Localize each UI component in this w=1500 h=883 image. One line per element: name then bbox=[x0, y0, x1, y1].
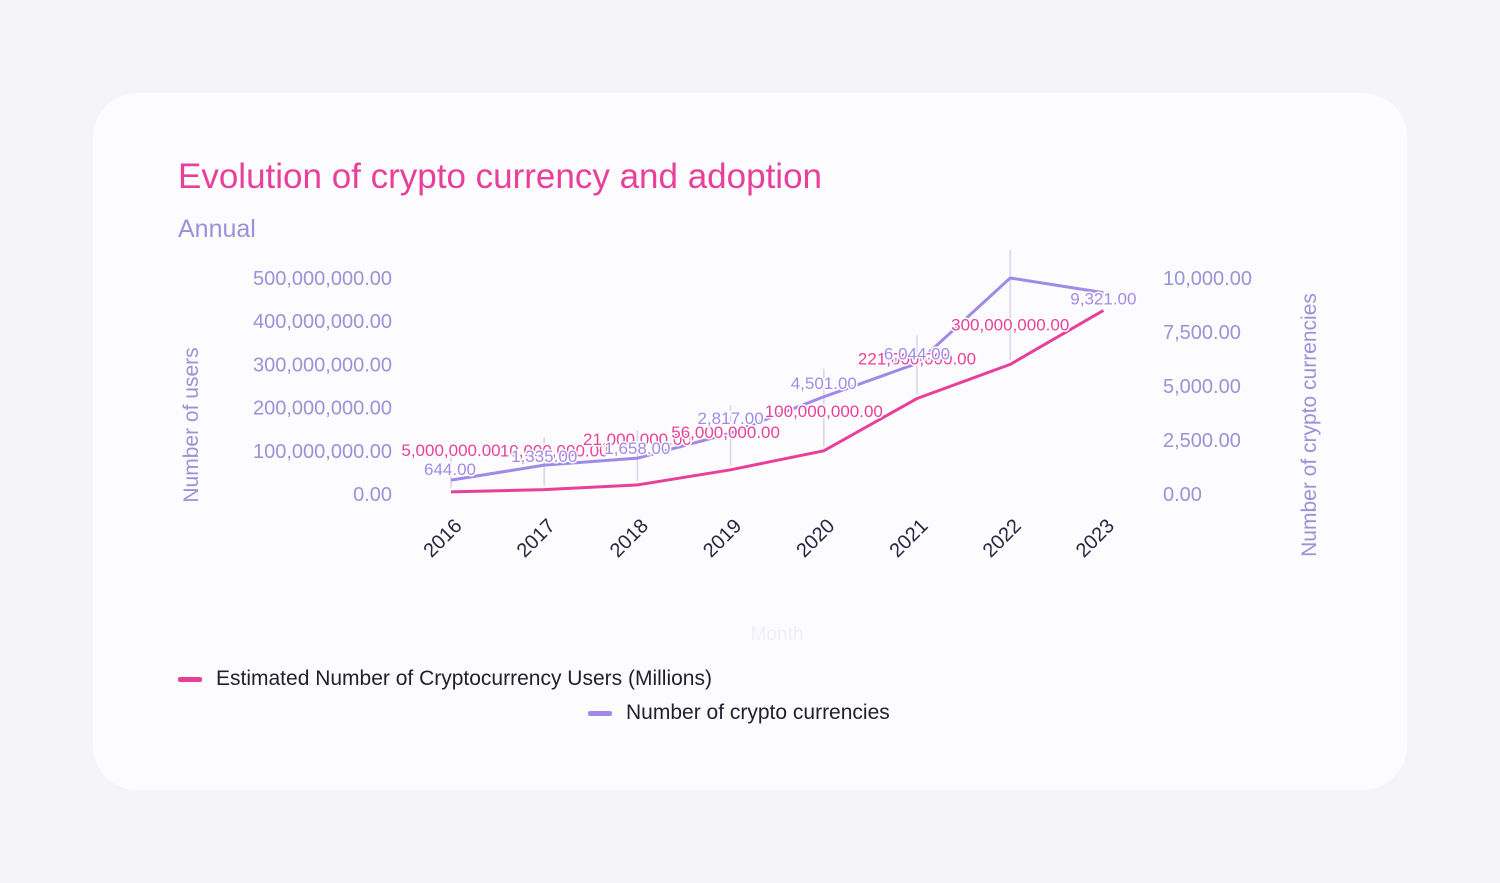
x-tick-label: 2023 bbox=[1072, 515, 1119, 562]
data-label-users: 10,000,000.00 bbox=[500, 442, 609, 461]
y-right-tick-label: 5,000.00 bbox=[1163, 376, 1241, 398]
series-line-users bbox=[450, 309, 1105, 494]
x-tick-label: 2020 bbox=[792, 515, 839, 562]
y-left-tick-label: 0.00 bbox=[353, 484, 392, 506]
y-right-tick-label: 7,500.00 bbox=[1163, 322, 1241, 344]
data-label-users: 100,000,000.00 bbox=[765, 402, 883, 421]
chart-title: Evolution of crypto currency and adoptio… bbox=[178, 157, 822, 196]
x-tick-label: 2018 bbox=[606, 515, 653, 562]
y-left-tick-label: 300,000,000.00 bbox=[253, 354, 392, 376]
chart-subtitle: Annual bbox=[178, 215, 256, 243]
y-right-tick-label: 10,000.00 bbox=[1163, 268, 1252, 290]
data-label-currencies: 1,335.00 bbox=[511, 447, 577, 466]
y-left-tick-label: 500,000,000.00 bbox=[253, 268, 392, 290]
y-left-tick-label: 400,000,000.00 bbox=[253, 311, 392, 333]
data-label-currencies: 9,321.00 bbox=[1070, 290, 1136, 309]
data-label-currencies: 2,817.00 bbox=[698, 409, 764, 428]
y-right-axis-title: Number of crypto currencies bbox=[1298, 293, 1321, 557]
legend-label-users: Estimated Number of Cryptocurrency Users… bbox=[216, 667, 712, 690]
data-label-currencies: 6,044.00 bbox=[884, 344, 950, 363]
data-label-currencies: 4,501.00 bbox=[791, 374, 857, 393]
data-label-users: 21,000,000.00 bbox=[583, 430, 692, 449]
legend-item-currencies[interactable]: Number of crypto currencies bbox=[588, 701, 890, 725]
x-tick-label: 2017 bbox=[513, 515, 560, 562]
series-line-currencies bbox=[450, 276, 1104, 482]
legend-swatch-users bbox=[178, 676, 202, 682]
y-right-tick-label: 0.00 bbox=[1163, 484, 1202, 506]
data-label-users: 221,000,000.00 bbox=[858, 350, 976, 369]
y-left-tick-label: 100,000,000.00 bbox=[253, 441, 392, 463]
data-label-currencies: 644.00 bbox=[424, 460, 476, 479]
data-label-users: 300,000,000.00 bbox=[951, 315, 1069, 334]
legend-item-users[interactable]: Estimated Number of Cryptocurrency Users… bbox=[178, 667, 712, 691]
data-label-users: 5,000,000.00 bbox=[401, 441, 500, 460]
y-right-tick-label: 2,500.00 bbox=[1163, 430, 1241, 452]
chart-card bbox=[93, 93, 1407, 790]
x-axis-title: Month bbox=[751, 624, 804, 645]
y-left-axis-title: Number of users bbox=[180, 347, 203, 502]
data-label-currencies: 1,658.00 bbox=[604, 439, 670, 458]
data-label-users: 56,000,000.00 bbox=[671, 423, 780, 442]
x-tick-label: 2019 bbox=[699, 515, 746, 562]
y-left-tick-label: 200,000,000.00 bbox=[253, 398, 392, 420]
legend-label-currencies: Number of crypto currencies bbox=[626, 701, 890, 724]
x-tick-label: 2016 bbox=[420, 515, 467, 562]
x-tick-label: 2021 bbox=[886, 515, 933, 562]
x-tick-label: 2022 bbox=[979, 515, 1026, 562]
legend-swatch-currencies bbox=[588, 710, 612, 716]
